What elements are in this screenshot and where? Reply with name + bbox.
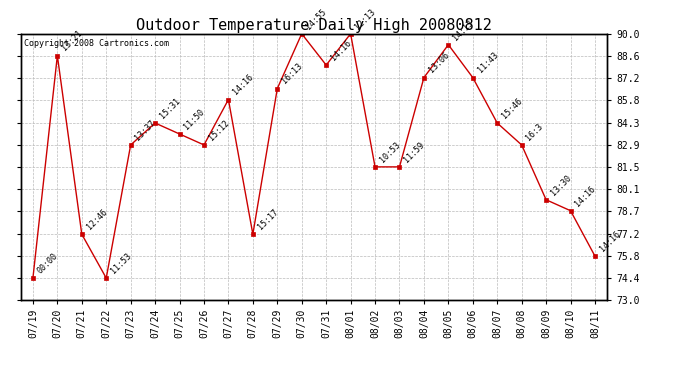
Text: 13:30: 13:30 <box>549 173 573 197</box>
Text: 13:21: 13:21 <box>60 29 84 53</box>
Text: 11:53: 11:53 <box>109 251 133 275</box>
Text: 15:31: 15:31 <box>158 96 182 120</box>
Text: Copyright 2008 Cartronics.com: Copyright 2008 Cartronics.com <box>23 39 168 48</box>
Text: 14:16: 14:16 <box>573 184 598 208</box>
Text: 12:13: 12:13 <box>353 7 377 31</box>
Text: 15:12: 15:12 <box>207 118 230 142</box>
Text: 11:50: 11:50 <box>182 107 206 131</box>
Text: 11:43: 11:43 <box>475 51 500 75</box>
Text: 12:46: 12:46 <box>85 207 108 231</box>
Text: 14:55: 14:55 <box>304 7 328 31</box>
Title: Outdoor Temperature Daily High 20080812: Outdoor Temperature Daily High 20080812 <box>136 18 492 33</box>
Text: 10:53: 10:53 <box>378 140 402 164</box>
Text: 14:13: 14:13 <box>451 18 475 42</box>
Text: 14:16: 14:16 <box>598 230 622 254</box>
Text: 13:37: 13:37 <box>133 118 157 142</box>
Text: 14:16: 14:16 <box>231 73 255 97</box>
Text: 15:17: 15:17 <box>255 207 279 231</box>
Text: 00:00: 00:00 <box>36 251 60 275</box>
Text: 16:13: 16:13 <box>280 62 304 86</box>
Text: 16:3: 16:3 <box>524 122 545 142</box>
Text: 14:16: 14:16 <box>329 38 353 62</box>
Text: 13:06: 13:06 <box>426 51 451 75</box>
Text: 15:46: 15:46 <box>500 96 524 120</box>
Text: 11:59: 11:59 <box>402 140 426 164</box>
